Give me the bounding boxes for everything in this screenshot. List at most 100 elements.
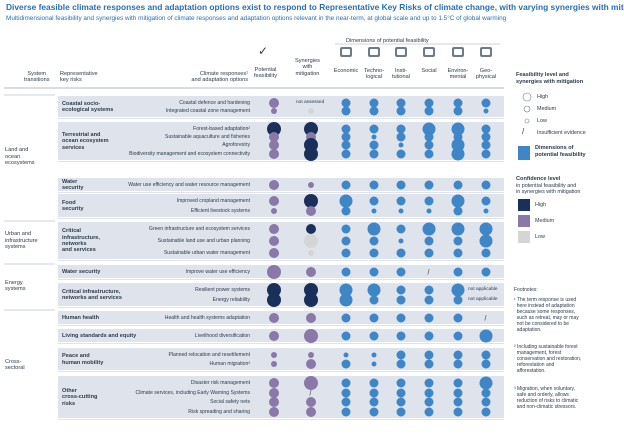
dimension-dot: [451, 283, 465, 297]
dimension-dot: [424, 180, 434, 190]
feasibility-dot: [269, 313, 279, 323]
system-label: Cross- sectoral: [5, 358, 25, 371]
dimension-dot: [371, 208, 377, 214]
header-synergies: Synergies with mitigation: [295, 58, 320, 77]
legend-conf-medium: Medium: [535, 218, 555, 224]
dimension-dot: [369, 248, 379, 258]
response-label: Integrated coastal zone management: [165, 108, 250, 114]
dimension-dot: [341, 180, 351, 190]
legend-conf-low: Low: [535, 234, 545, 240]
footnote-2: ² Including sustainable forest managemen…: [514, 344, 582, 375]
synergy-dot: [304, 293, 318, 307]
dimension-dot: [369, 407, 379, 417]
dimension-dot: [396, 149, 406, 159]
people-icon-inner: [425, 49, 433, 55]
feasibility-dot: [271, 352, 277, 358]
insufficient-evidence: /: [485, 316, 487, 323]
risk-band: [58, 348, 504, 370]
footnotes-title: Footnotes:: [514, 287, 538, 293]
legend-medium: Medium: [537, 106, 557, 112]
risk-group-label: Food security: [62, 199, 84, 212]
dimension-dot: [453, 236, 463, 246]
dimension-dot: [341, 132, 351, 142]
dimension-dot: [424, 149, 434, 159]
dimension-dot: [396, 331, 406, 341]
dimension-header: Environ- mental: [447, 68, 469, 81]
dimension-dot: [483, 208, 489, 214]
feasibility-dot: [269, 140, 279, 150]
dimension-dot: [453, 359, 463, 369]
dimension-dot: [371, 352, 377, 358]
dimension-dot: [396, 313, 406, 323]
legend-conf-high: High: [535, 202, 547, 208]
dimension-dot: [396, 397, 406, 407]
dimension-dot: [453, 295, 463, 305]
dimension-dot: [396, 196, 406, 206]
risk-band: [58, 222, 504, 259]
dimension-dot: [479, 329, 493, 343]
response-label: Resilient power systems: [195, 287, 250, 293]
header-system-transitions: System transitions: [24, 71, 50, 84]
risk-group-label: Terrestrial and ocean ecosystem services: [62, 131, 109, 151]
dimension-dot: [424, 140, 434, 150]
feasibility-dot: [267, 122, 281, 136]
legend-conf-medium-swatch: [518, 215, 530, 227]
dimension-dot: [341, 149, 351, 159]
system-label: Land and ocean ecosystems: [5, 147, 35, 167]
risk-band: [58, 376, 504, 418]
synergy-dot: [304, 376, 318, 390]
feasibility-dot: [269, 224, 279, 234]
response-label: Livelihood diversification: [194, 333, 250, 339]
risk-group-label: Water security: [62, 268, 101, 275]
dimension-dot: [481, 149, 491, 159]
figure-title: Diverse feasible climate responses and a…: [6, 2, 624, 12]
dimension-dot: [481, 140, 491, 150]
dimension-dot: [341, 98, 351, 108]
feasibility-dot: [269, 196, 279, 206]
response-label: Social safety nets: [210, 399, 250, 405]
dimension-dot: [369, 124, 379, 134]
dimension-dot: [479, 376, 493, 390]
response-label: Forest-based adaptation²: [193, 126, 250, 132]
dimension-dot: [481, 407, 491, 417]
dimension-dot: [341, 359, 351, 369]
dimension-dot: [453, 331, 463, 341]
dimension-dot: [341, 267, 351, 277]
insufficient-evidence: /: [310, 391, 312, 398]
figure-subtitle: Multidimensional feasibility and synergi…: [6, 15, 507, 22]
synergy-dot: [306, 397, 316, 407]
legend-dimensions-swatch: [518, 146, 530, 160]
response-label: Agroforestry: [222, 142, 250, 148]
dimension-dot: [369, 388, 379, 398]
legend-conf-high-swatch: [518, 199, 530, 211]
header-dimensions: Dimensions of potential feasibility: [346, 38, 429, 44]
dimension-dot: [451, 194, 465, 208]
legend-confidence-title: Confidence level: [516, 176, 561, 182]
dimension-dot: [396, 248, 406, 258]
response-label: Sustainable aquaculture and fisheries: [165, 134, 250, 140]
dimension-dot: [369, 397, 379, 407]
dimension-dot: [341, 224, 351, 234]
dimension-dot: [453, 206, 463, 216]
dimension-dot: [341, 236, 351, 246]
synergy-dot: [308, 250, 314, 256]
risk-band: [58, 311, 504, 324]
feasibility-dot: [267, 293, 281, 307]
risk-group-label: Peace and human mobility: [62, 353, 104, 366]
dimension-dot: [341, 388, 351, 398]
legend-dimensions: Dimensions of potential feasibility: [535, 145, 586, 158]
dimension-dot: [369, 236, 379, 246]
synergy-note: not assessed: [296, 100, 325, 105]
dimension-dot: [481, 397, 491, 407]
legend-slash: /: [522, 127, 525, 136]
checkmark-icon: ✓: [258, 44, 269, 58]
dimension-header: Techno- logical: [364, 68, 384, 81]
dimension-dot: [369, 140, 379, 150]
dimension-dot: [341, 248, 351, 258]
dimension-dot: [481, 98, 491, 108]
dimension-dot: [453, 98, 463, 108]
synergy-dot: [304, 234, 318, 248]
dimension-dot: [481, 350, 491, 360]
synergy-dot: [304, 147, 318, 161]
risk-group-label: Living standards and equity: [62, 332, 137, 339]
